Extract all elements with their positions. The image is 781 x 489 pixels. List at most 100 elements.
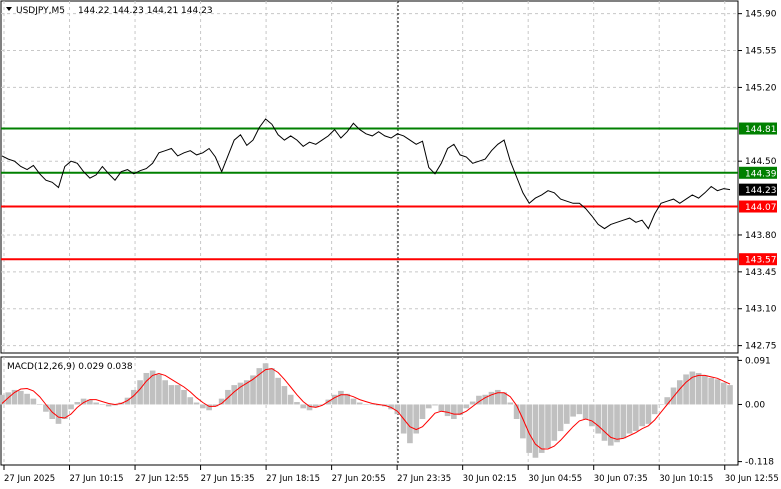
histogram-bar (714, 379, 721, 405)
time-axis-label: 30 Jun 07:35 (594, 474, 648, 484)
time-axis-label: 30 Jun 02:15 (463, 474, 517, 484)
histogram-bar (394, 404, 401, 415)
histogram-bar (564, 404, 570, 424)
price-axis-label: 142.75 (745, 342, 777, 352)
histogram-bar (651, 404, 658, 415)
histogram-bar (68, 404, 74, 410)
histogram-bar (294, 402, 300, 405)
histogram-bar (363, 404, 369, 405)
time-axis-label: 27 Jun 18:15 (266, 474, 320, 484)
level-label-box (739, 122, 777, 135)
histogram-bar (156, 374, 162, 405)
histogram-bar (676, 380, 683, 405)
histogram-bar (287, 394, 294, 405)
histogram-bar (0, 394, 5, 405)
time-axis: 27 Jun 2025 27 Jun 10:15 27 Jun 12:55 27 Ju… (3, 465, 779, 484)
histogram-bar (494, 389, 501, 405)
histogram-bar (74, 402, 81, 405)
level-label: 144.81 (745, 125, 777, 135)
histogram-bar (356, 402, 363, 405)
histogram-bar (438, 404, 445, 412)
histogram-bar (413, 404, 420, 434)
histogram-bar (476, 395, 482, 405)
histogram-bar (576, 404, 583, 415)
time-axis-label: 27 Jun 23:35 (397, 474, 451, 484)
level-label-box (739, 253, 777, 266)
macd-histogram (0, 363, 733, 458)
level-labels: 144.81 144.39 144.07 143.57 144.23 (739, 122, 777, 266)
histogram-bar (319, 404, 325, 405)
histogram-bar (24, 393, 30, 405)
histogram-bar (36, 404, 43, 405)
histogram-bar (275, 377, 281, 405)
histogram-bar (344, 393, 350, 405)
indicator-axis-label: 0.091 (745, 356, 771, 366)
time-axis-label: 27 Jun 15:35 (201, 474, 255, 484)
histogram-bar (174, 385, 181, 405)
histogram-bar (407, 404, 413, 444)
histogram-bar (582, 404, 589, 419)
histogram-bar (250, 375, 256, 405)
price-axis-label: 143.45 (745, 268, 777, 278)
histogram-bar (269, 368, 275, 405)
level-lines[interactable] (1, 127, 738, 261)
histogram-bar (87, 399, 93, 405)
histogram-bar (620, 404, 627, 439)
histogram-bar (187, 397, 194, 405)
price-axis-label: 145.20 (745, 83, 777, 93)
time-axis-label: 30 Jun 10:15 (659, 474, 713, 484)
histogram-bar (683, 374, 689, 405)
histogram-bar (557, 404, 564, 432)
histogram-bar (702, 375, 708, 405)
histogram-bar (727, 385, 733, 405)
histogram-bar (595, 404, 602, 434)
level-label: 144.07 (745, 203, 777, 213)
histogram-bar (538, 404, 545, 453)
histogram-bar (99, 404, 106, 405)
price-axis-label: 143.10 (745, 305, 777, 315)
histogram-bar (181, 389, 187, 405)
histogram-bar (162, 380, 168, 405)
ohlc-values: 144.22 144.23 144.21 144.23 (78, 6, 213, 16)
price-line-series (1, 118, 731, 230)
histogram-bar (5, 392, 12, 405)
price-panel-frame[interactable] (0, 0, 739, 354)
level-label-box (739, 166, 777, 179)
histogram-bar (658, 404, 664, 405)
histogram-bar (212, 404, 219, 407)
histogram-bar (601, 404, 608, 441)
histogram-bar (639, 404, 645, 427)
indicator-panel-frame[interactable] (0, 356, 739, 466)
price-axis-label: 144.50 (745, 157, 777, 167)
histogram-bar (312, 404, 319, 408)
histogram-bar (451, 404, 457, 419)
histogram-bar (43, 404, 49, 412)
histogram-bar (11, 389, 18, 405)
histogram-bar (419, 404, 426, 419)
current-price-box (739, 183, 777, 196)
histogram-bar (137, 380, 143, 405)
histogram-bar (350, 398, 357, 405)
histogram-bar (206, 404, 212, 411)
histogram-bar (532, 404, 539, 458)
chevron-down-icon[interactable] (6, 7, 12, 11)
time-axis-label: 27 Jun 2025 (4, 474, 55, 484)
histogram-bar (463, 404, 470, 409)
current-price-label: 144.23 (745, 186, 777, 196)
histogram-bar (130, 389, 137, 405)
histogram-bar (143, 372, 150, 405)
histogram-bar (425, 404, 432, 409)
histogram-bar (237, 382, 244, 405)
price-grid (1, 1, 738, 353)
price-axis-label: 145.90 (745, 10, 777, 20)
histogram-bar (55, 404, 62, 424)
level-label: 143.57 (745, 256, 777, 266)
histogram-bar (193, 402, 200, 405)
histogram-bar (30, 398, 37, 405)
histogram-bar (306, 404, 313, 411)
histogram-bar (300, 404, 307, 409)
time-axis-label: 30 Jun 12:55 (725, 474, 779, 484)
histogram-bar (149, 370, 156, 405)
